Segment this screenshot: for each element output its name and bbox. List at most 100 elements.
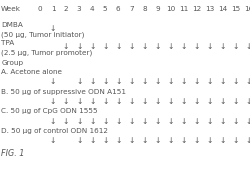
Text: ↓: ↓ [180,42,187,50]
Text: TPA: TPA [1,40,15,46]
Text: 16: 16 [244,6,250,12]
Text: ↓: ↓ [128,97,134,106]
Text: ↓: ↓ [102,117,108,126]
Text: ↓: ↓ [89,97,96,106]
Text: Group: Group [1,60,24,66]
Text: 10: 10 [166,6,175,12]
Text: ↓: ↓ [194,77,200,86]
Text: ↓: ↓ [154,97,160,106]
Text: ↓: ↓ [128,117,134,126]
Text: Week: Week [1,6,21,12]
Text: ↓: ↓ [194,136,200,145]
Text: ↓: ↓ [102,97,108,106]
Text: ↓: ↓ [141,42,148,50]
Text: ↓: ↓ [206,117,213,126]
Text: ↓: ↓ [128,77,134,86]
Text: ↓: ↓ [128,42,134,50]
Text: ↓: ↓ [232,97,239,106]
Text: ↓: ↓ [141,136,148,145]
Text: 15: 15 [231,6,240,12]
Text: ↓: ↓ [102,77,108,86]
Text: ↓: ↓ [220,42,226,50]
Text: ↓: ↓ [154,117,160,126]
Text: ↓: ↓ [63,97,69,106]
Text: ↓: ↓ [76,77,82,86]
Text: ↓: ↓ [89,117,96,126]
Text: 1: 1 [51,6,55,12]
Text: ↓: ↓ [115,97,121,106]
Text: ↓: ↓ [232,117,239,126]
Text: ↓: ↓ [115,42,121,50]
Text: ↓: ↓ [50,24,56,33]
Text: ↓: ↓ [141,77,148,86]
Text: ↓: ↓ [206,42,213,50]
Text: FIG. 1: FIG. 1 [1,149,24,158]
Text: ↓: ↓ [232,42,239,50]
Text: 8: 8 [142,6,147,12]
Text: ↓: ↓ [141,117,148,126]
Text: ↓: ↓ [128,136,134,145]
Text: ↓: ↓ [180,77,187,86]
Text: ↓: ↓ [206,77,213,86]
Text: ↓: ↓ [206,136,213,145]
Text: ↓: ↓ [220,136,226,145]
Text: ↓: ↓ [154,42,160,50]
Text: C. 50 µg of CpG ODN 1555: C. 50 µg of CpG ODN 1555 [1,108,98,114]
Text: ↓: ↓ [180,97,187,106]
Text: ↓: ↓ [89,77,96,86]
Text: ↓: ↓ [246,42,250,50]
Text: 6: 6 [116,6,120,12]
Text: ↓: ↓ [76,117,82,126]
Text: ↓: ↓ [167,117,174,126]
Text: ↓: ↓ [141,97,148,106]
Text: 13: 13 [205,6,214,12]
Text: A. Acetone alone: A. Acetone alone [1,69,62,75]
Text: ↓: ↓ [63,42,69,50]
Text: ↓: ↓ [154,136,160,145]
Text: ↓: ↓ [194,42,200,50]
Text: ↓: ↓ [246,136,250,145]
Text: ↓: ↓ [76,136,82,145]
Text: ↓: ↓ [50,136,56,145]
Text: (50 µg, Tumor initiator): (50 µg, Tumor initiator) [1,31,84,38]
Text: ↓: ↓ [220,97,226,106]
Text: B. 50 µg of suppressive ODN A151: B. 50 µg of suppressive ODN A151 [1,89,126,95]
Text: ↓: ↓ [220,117,226,126]
Text: ↓: ↓ [102,42,108,50]
Text: ↓: ↓ [50,117,56,126]
Text: ↓: ↓ [246,77,250,86]
Text: ↓: ↓ [232,77,239,86]
Text: D. 50 µg of control ODN 1612: D. 50 µg of control ODN 1612 [1,128,108,134]
Text: ↓: ↓ [194,97,200,106]
Text: ↓: ↓ [232,136,239,145]
Text: ↓: ↓ [180,136,187,145]
Text: ↓: ↓ [63,117,69,126]
Text: ↓: ↓ [115,77,121,86]
Text: (2.5 µg, Tumor promoter): (2.5 µg, Tumor promoter) [1,49,92,56]
Text: 4: 4 [90,6,94,12]
Text: ↓: ↓ [89,42,96,50]
Text: 2: 2 [64,6,68,12]
Text: ↓: ↓ [180,117,187,126]
Text: 7: 7 [129,6,134,12]
Text: ↓: ↓ [206,97,213,106]
Text: 9: 9 [155,6,160,12]
Text: ↓: ↓ [167,97,174,106]
Text: ↓: ↓ [167,42,174,50]
Text: 0: 0 [38,6,42,12]
Text: ↓: ↓ [246,97,250,106]
Text: ↓: ↓ [194,117,200,126]
Text: ↓: ↓ [246,117,250,126]
Text: ↓: ↓ [102,136,108,145]
Text: ↓: ↓ [76,97,82,106]
Text: ↓: ↓ [167,77,174,86]
Text: 3: 3 [77,6,82,12]
Text: ↓: ↓ [50,77,56,86]
Text: DMBA: DMBA [1,22,23,28]
Text: ↓: ↓ [154,77,160,86]
Text: ↓: ↓ [115,117,121,126]
Text: 14: 14 [218,6,227,12]
Text: ↓: ↓ [167,136,174,145]
Text: 11: 11 [179,6,188,12]
Text: 5: 5 [103,6,108,12]
